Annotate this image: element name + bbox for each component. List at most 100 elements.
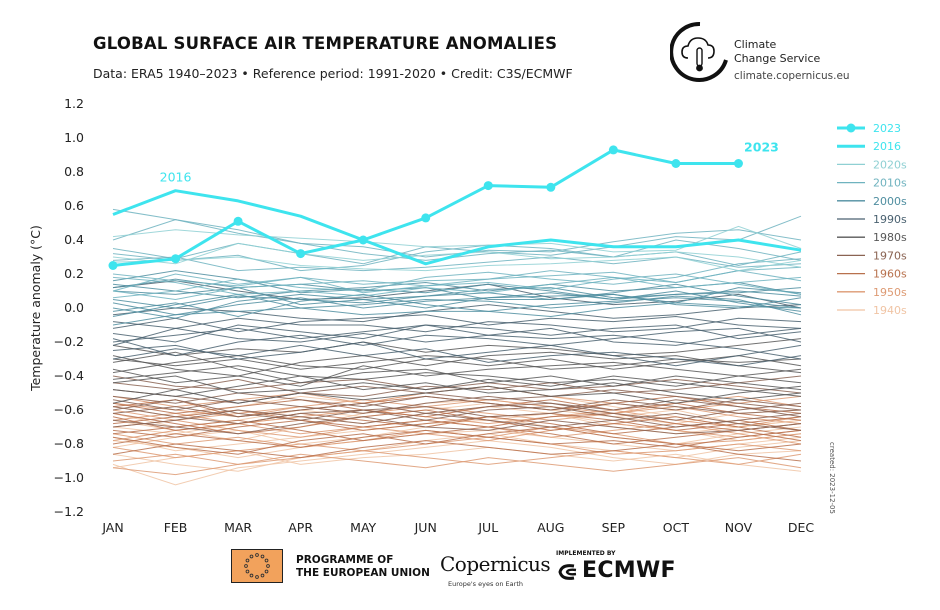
- series-line-1980s: [112, 351, 802, 391]
- series-line-1940s: [112, 399, 802, 442]
- implemented-by-label: IMPLEMENTED BY: [556, 550, 616, 557]
- y-tick-label: 0.8: [64, 164, 84, 179]
- y-tick-label: 0.2: [64, 266, 84, 281]
- x-tick-label: FEB: [164, 520, 188, 535]
- x-tick-label: APR: [288, 520, 313, 535]
- point-2023-may: [358, 235, 368, 245]
- point-2023-aug: [546, 182, 556, 192]
- series-line-1970s: [112, 402, 802, 421]
- y-tick-label: −1.2: [54, 504, 84, 519]
- c3s-brand-name: Climate Change Service: [734, 38, 821, 65]
- series-line-1970s: [112, 385, 802, 411]
- y-tick-label: 1.2: [64, 96, 84, 111]
- series-line-1970s: [112, 395, 802, 418]
- eu-star-icon: [260, 573, 265, 578]
- x-tick-label: SEP: [602, 520, 626, 535]
- point-2023-mar: [233, 216, 243, 226]
- series-line-1990s: [112, 327, 802, 346]
- series-line-1970s: [112, 399, 802, 421]
- y-tick-label: −0.6: [54, 402, 84, 417]
- series-line-1990s: [112, 324, 802, 360]
- series-line-2010s: [112, 215, 802, 265]
- legend-label-2016: 2016: [873, 140, 901, 153]
- series-line-1970s: [112, 416, 802, 435]
- y-tick-label: 1.0: [64, 130, 84, 145]
- x-tick-label: DEC: [788, 520, 815, 535]
- legend-label-1990s: 1990s: [873, 213, 907, 226]
- x-tick-label: JUN: [414, 520, 437, 535]
- legend: 2023 2016 2020s 2010s 2000s 1990s 1980s 1970s 19…: [837, 122, 907, 317]
- point-2023-jun: [421, 213, 431, 223]
- series-line-1980s: [112, 338, 802, 357]
- y-tick-label: 0.6: [64, 198, 84, 213]
- series-line-2010s: [112, 276, 802, 297]
- ecmwf-logo: ECMWF: [582, 558, 676, 583]
- point-2023-apr: [296, 249, 306, 259]
- legend-label-2010s: 2010s: [873, 177, 907, 190]
- chart-subtitle: Data: ERA5 1940–2023 • Reference period:…: [93, 66, 573, 81]
- series-line-2020s: [112, 242, 802, 268]
- series-line-2010s: [112, 273, 802, 301]
- ecmwf-swirl-icon: [558, 564, 577, 580]
- eu-star-icon: [249, 554, 254, 559]
- series-line-1970s: [112, 406, 802, 428]
- eu-star-icon: [249, 573, 254, 578]
- y-tick-label: 0.4: [64, 232, 84, 247]
- series-line-1980s: [112, 385, 802, 404]
- series-line-2000s: [112, 287, 802, 309]
- series-line-1950s: [112, 395, 802, 418]
- series-line-2020s: [112, 256, 802, 272]
- series-line-1990s: [112, 327, 802, 357]
- copernicus-logo: Copernicus: [440, 552, 551, 576]
- series-line-1960s: [112, 426, 802, 455]
- point-2023-nov: [733, 159, 743, 168]
- series-line-2000s: [112, 287, 802, 306]
- y-tick-label: −1.0: [54, 470, 84, 485]
- series-line-2010s: [112, 256, 802, 272]
- y-tick-label: 0.0: [64, 300, 84, 315]
- point-2023-jul: [483, 181, 493, 191]
- y-tick-label: −0.8: [54, 436, 84, 451]
- eu-star-icon: [255, 553, 259, 557]
- eu-star-icon: [264, 558, 269, 563]
- eu-star-icon: [266, 564, 270, 568]
- x-tick-label: JUL: [477, 520, 498, 535]
- y-tick-label: −0.4: [54, 368, 84, 383]
- series-line-1960s: [112, 419, 802, 445]
- legend-label-2000s: 2000s: [873, 195, 907, 208]
- eu-star-icon: [245, 569, 250, 574]
- legend-label-2023: 2023: [873, 122, 901, 135]
- series-line-1990s: [112, 341, 802, 367]
- chart-title: GLOBAL SURFACE AIR TEMPERATURE ANOMALIES: [93, 34, 558, 53]
- copernicus-tagline: Europe's eyes on Earth: [448, 580, 523, 588]
- series-line-1980s: [112, 375, 802, 401]
- series-line-2000s: [112, 293, 802, 318]
- series-line-2000s: [112, 290, 802, 316]
- point-2023-sep: [608, 145, 618, 155]
- decade-lines: [112, 208, 802, 486]
- legend-label-1980s: 1980s: [873, 231, 907, 244]
- y-tick-label: −0.2: [54, 334, 84, 349]
- legend-marker-2023: [846, 123, 856, 133]
- annotation-2023: 2023: [744, 140, 779, 155]
- eu-programme-label: PROGRAMME OF THE EUROPEAN UNION: [296, 554, 430, 579]
- series-line-1980s: [112, 351, 802, 377]
- y-axis: −1.2 −1.0 −0.8 −0.6 −0.4 −0.2 0.0 0.2 0.4 0.6 0.8 1…: [54, 96, 84, 519]
- series-line-1950s: [112, 453, 802, 476]
- legend-label-1950s: 1950s: [873, 286, 907, 299]
- annotation-2016: 2016: [160, 170, 192, 185]
- x-tick-label: MAY: [350, 520, 376, 535]
- series-line-1990s: [112, 317, 802, 333]
- series-line-2000s: [112, 293, 802, 317]
- legend-label-1940s: 1940s: [873, 304, 907, 317]
- series-line-1950s: [112, 436, 802, 459]
- legend-label-1960s: 1960s: [873, 268, 907, 281]
- series-line-1950s: [112, 450, 802, 465]
- y-axis-label: Temperature anomaly (°C): [28, 225, 43, 392]
- point-2023-jan: [108, 261, 118, 270]
- series-line-2010s: [112, 270, 802, 294]
- created-date-note: created: 2023-12-05: [828, 442, 836, 514]
- x-tick-label: JAN: [101, 520, 123, 535]
- eu-star-icon: [244, 564, 248, 568]
